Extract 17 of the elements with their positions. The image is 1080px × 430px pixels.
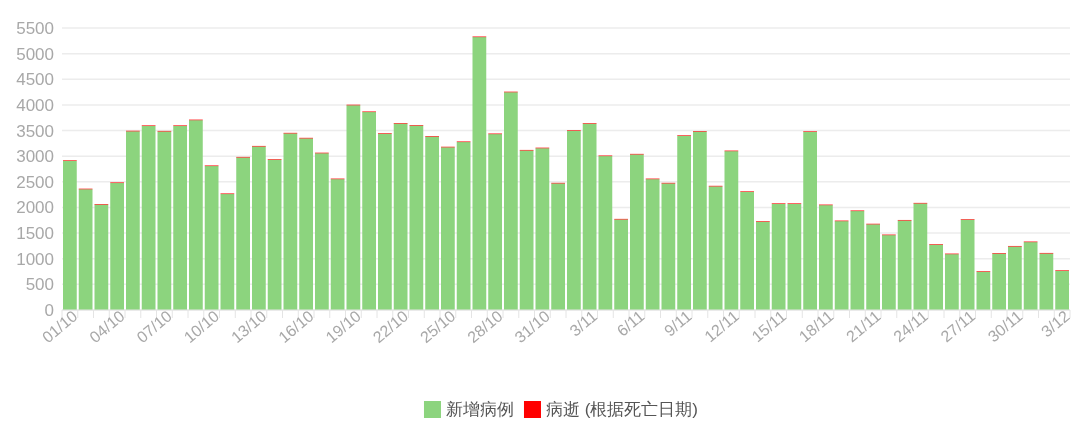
y-tick-label: 2500 xyxy=(16,172,54,192)
y-tick-label: 3500 xyxy=(16,121,54,141)
y-tick-label: 5500 xyxy=(16,19,54,38)
x-tick-label: 6/11 xyxy=(613,307,648,340)
y-tick-label: 1000 xyxy=(16,249,54,269)
legend-label: 病逝 (根据死亡日期) xyxy=(545,400,699,419)
x-tick-label: 9/11 xyxy=(660,307,695,340)
y-tick-label: 500 xyxy=(25,275,54,295)
y-tick-label: 2000 xyxy=(16,198,54,218)
y-tick-label: 1500 xyxy=(16,224,54,244)
y-tick-label: 4000 xyxy=(16,95,54,115)
x-tick-label: 3/12 xyxy=(1037,307,1073,341)
y-tick-label: 4500 xyxy=(16,70,54,90)
legend-label: 新增病例 xyxy=(445,400,514,419)
y-tick-label: 3000 xyxy=(16,147,54,167)
x-tick-label: 3/11 xyxy=(566,307,601,340)
y-tick-label: 5000 xyxy=(16,44,54,64)
